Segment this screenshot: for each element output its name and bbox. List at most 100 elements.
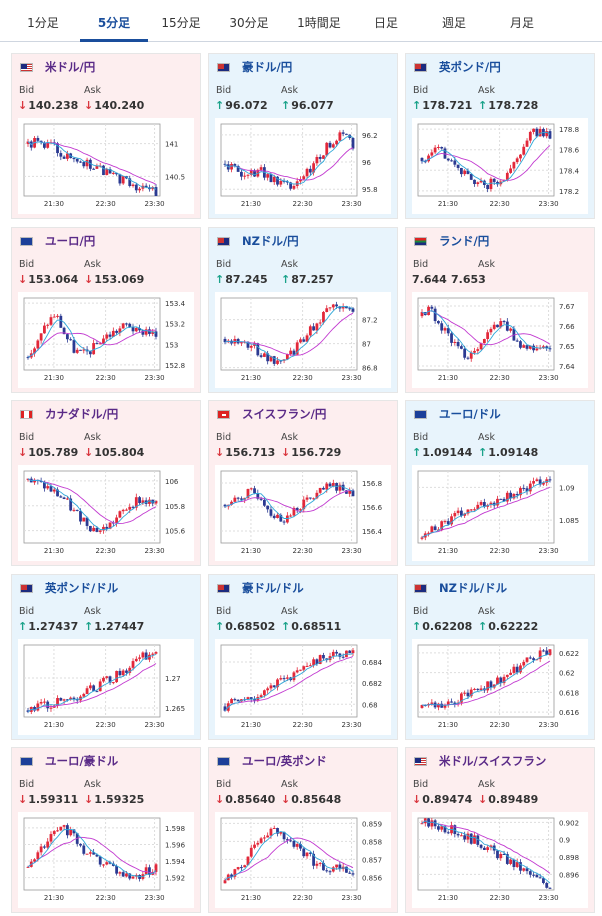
mini-chart[interactable]: 1.598 1.596 1.594 1.592 21:30 22:30 23:30 — [18, 812, 194, 908]
candle — [305, 168, 309, 177]
candle — [282, 678, 286, 680]
rate-card[interactable]: 豪ドル/ドル Bid Ask ↑0.68502 ↑0.68511 0.684 0.682 0.… — [208, 574, 398, 740]
candle — [295, 508, 299, 511]
candle — [105, 334, 109, 339]
pair-name[interactable]: 英ポンド/円 — [439, 60, 501, 74]
pair-name[interactable]: 米ドル/円 — [45, 60, 96, 74]
rate-card[interactable]: ユーロ/豪ドル Bid Ask ↓1.59311 ↓1.59325 1.598 1.596 1… — [11, 747, 201, 913]
pair-name[interactable]: 英ポンド/ドル — [45, 581, 119, 595]
candle — [440, 323, 444, 331]
y-tick-label: 0.618 — [559, 689, 579, 697]
candle — [289, 350, 293, 355]
candle — [502, 853, 506, 855]
candle — [528, 657, 532, 659]
pair-name[interactable]: ユーロ/英ポンド — [242, 754, 327, 768]
rate-card[interactable]: ランド/円 Bid Ask 7.644 7.653 7.67 7.66 7.65 7.64 21:… — [405, 227, 595, 393]
pair-name[interactable]: スイスフラン/円 — [242, 407, 327, 421]
rate-card[interactable]: 米ドル/スイスフラン Bid Ask ↓0.89474 ↓0.89489 0.902 0.9… — [405, 747, 595, 913]
candle — [259, 838, 263, 843]
pair-name[interactable]: カナダドル/円 — [45, 407, 119, 421]
candle — [266, 353, 270, 362]
candle — [46, 486, 50, 489]
candle — [39, 481, 43, 483]
candle — [466, 833, 470, 840]
rate-card[interactable]: NZドル/ドル Bid Ask ↑0.62208 ↑0.62222 0.622 0.62 0.… — [405, 574, 595, 740]
tab-15min[interactable]: 15分足 — [161, 16, 201, 30]
mini-chart[interactable]: 156.8 156.6 156.4 21:30 22:30 23:30 — [215, 465, 391, 561]
candle — [341, 484, 345, 491]
candle — [243, 865, 247, 868]
ca-flag — [20, 410, 33, 419]
bid-price: 153.064 — [28, 273, 79, 286]
bid-value: ↑0.62208 — [412, 620, 472, 633]
rate-card[interactable]: カナダドル/円 Bid Ask ↓105.789 ↓105.804 106 105.8 105… — [11, 400, 201, 566]
tab-daily[interactable]: 日足 — [373, 16, 398, 30]
y-tick-label: 95.8 — [362, 186, 378, 194]
mini-chart[interactable]: 141 140.5 21:30 22:30 23:30 — [18, 118, 194, 214]
pair-name[interactable]: 米ドル/スイスフラン — [439, 754, 547, 768]
candle — [328, 871, 332, 873]
rate-card[interactable]: ユーロ/英ポンド Bid Ask ↓0.85640 ↓0.85648 0.859 0.858… — [208, 747, 398, 913]
pair-name[interactable]: ランド/円 — [439, 234, 490, 248]
tab-weekly[interactable]: 週足 — [441, 16, 466, 30]
candle — [154, 331, 158, 337]
candle — [138, 328, 141, 331]
candle — [289, 840, 293, 842]
x-tick-label: 22:30 — [96, 894, 116, 902]
mini-chart[interactable]: 0.622 0.62 0.618 0.616 21:30 22:30 23:30 — [412, 639, 588, 735]
tab-1hour[interactable]: 1時間足 — [297, 16, 341, 30]
mini-chart[interactable]: 96.2 96 95.8 21:30 22:30 23:30 — [215, 118, 391, 214]
candle — [302, 499, 306, 510]
down-arrow-icon: ↓ — [478, 793, 488, 806]
pair-name[interactable]: 豪ドル/ドル — [242, 581, 304, 595]
mini-chart[interactable]: 1.09 1.085 21:30 22:30 23:30 — [412, 465, 588, 561]
y-tick-label: 7.65 — [559, 343, 575, 351]
candle — [62, 156, 66, 159]
tab-30min[interactable]: 30分足 — [229, 16, 269, 30]
mini-chart[interactable]: 1.27 1.265 21:30 22:30 23:30 — [18, 639, 194, 735]
candle — [509, 492, 513, 499]
rate-card[interactable]: ユーロ/円 Bid Ask ↓153.064 ↓153.069 153.4 153.2 153… — [11, 227, 201, 393]
y-tick-label: 106 — [165, 478, 179, 486]
pair-name[interactable]: NZドル/円 — [242, 234, 299, 248]
candle — [312, 853, 316, 866]
tab-1min[interactable]: 1分足 — [27, 16, 59, 30]
candle — [525, 488, 529, 492]
rate-card[interactable]: 豪ドル/円 Bid Ask ↑96.072 ↑96.077 96.2 96 95.8 21:30… — [208, 53, 398, 219]
pair-name[interactable]: ユーロ/ドル — [439, 407, 501, 421]
mini-chart[interactable]: 0.859 0.858 0.857 0.856 21:30 22:30 23:30 — [215, 812, 391, 908]
bid-value: ↓0.85640 — [215, 793, 275, 806]
candle — [292, 186, 296, 189]
candle — [246, 341, 250, 348]
candle — [279, 180, 283, 185]
y-tick-label: 0.857 — [362, 856, 382, 864]
tab-monthly[interactable]: 月足 — [509, 16, 534, 30]
candle — [532, 658, 535, 661]
mini-chart[interactable]: 153.4 153.2 153 152.8 21:30 22:30 23:30 — [18, 292, 194, 388]
mini-chart[interactable]: 106 105.8 105.6 21:30 22:30 23:30 — [18, 465, 194, 561]
ask-label: Ask — [478, 85, 495, 96]
rate-card[interactable]: NZドル/円 Bid Ask ↑87.245 ↑87.257 87.2 87 86.8 21:3… — [208, 227, 398, 393]
mini-chart[interactable]: 178.8 178.6 178.4 178.2 21:30 22:30 23:30 — [412, 118, 588, 214]
rate-card[interactable]: 英ポンド/円 Bid Ask ↑178.721 ↑178.728 178.8 178.6 17… — [405, 53, 595, 219]
rate-card[interactable]: 米ドル/円 Bid Ask ↓140.238 ↓140.240 141 140.5 21:30… — [11, 53, 201, 219]
mini-chart[interactable]: 7.67 7.66 7.65 7.64 21:30 22:30 23:30 — [412, 292, 588, 388]
mini-chart[interactable]: 87.2 87 86.8 21:30 22:30 23:30 — [215, 292, 391, 388]
candle — [528, 131, 532, 141]
candle — [233, 163, 237, 166]
rate-card[interactable]: ユーロ/ドル Bid Ask ↑1.09144 ↑1.09148 1.09 1.085 21:… — [405, 400, 595, 566]
rate-card[interactable]: 英ポンド/ドル Bid Ask ↑1.27437 ↑1.27447 1.27 1.265 21… — [11, 574, 201, 740]
pair-name[interactable]: ユーロ/円 — [45, 234, 96, 248]
pair-name[interactable]: ユーロ/豪ドル — [45, 754, 119, 768]
tab-5min[interactable]: 5分足 — [80, 0, 148, 42]
ma-long-line — [27, 329, 156, 358]
mini-chart[interactable]: 0.684 0.682 0.68 21:30 22:30 23:30 — [215, 639, 391, 735]
pair-name[interactable]: NZドル/ドル — [439, 581, 508, 595]
candle — [496, 850, 499, 859]
down-arrow-icon: ↓ — [281, 446, 291, 459]
mini-chart[interactable]: 0.902 0.9 0.898 0.896 21:30 22:30 23:30 — [412, 812, 588, 908]
rate-card[interactable]: スイスフラン/円 Bid Ask ↓156.713 ↓156.729 156.8 156.6… — [208, 400, 398, 566]
ask-price: 1.09148 — [488, 446, 539, 459]
pair-name[interactable]: 豪ドル/円 — [242, 60, 293, 74]
candle — [446, 701, 450, 706]
